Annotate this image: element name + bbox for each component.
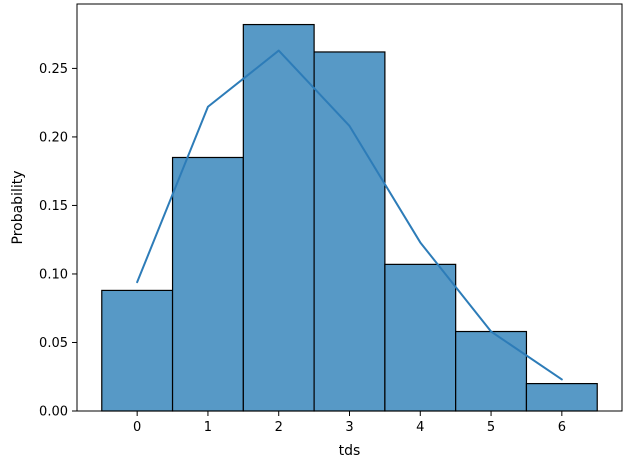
- x-tick-label: 2: [275, 420, 283, 435]
- y-tick-label: 0.05: [39, 336, 68, 351]
- bar-4: [384, 263, 457, 412]
- y-tick-label: 0.20: [39, 130, 68, 145]
- density-line: [136, 49, 563, 381]
- bar-6: [525, 382, 598, 412]
- bars-group: [101, 23, 598, 412]
- x-tick-label: 0: [133, 420, 141, 435]
- x-tick-label: 5: [487, 420, 495, 435]
- y-tick-label: 0.10: [39, 267, 68, 282]
- bar-0: [101, 289, 174, 412]
- x-tick-label: 1: [204, 420, 212, 435]
- y-axis-label: Probability: [10, 170, 26, 244]
- x-axis-ticks: 0 1 2 3 4 5 6: [133, 411, 566, 435]
- x-tick-label: 6: [558, 420, 566, 435]
- y-tick-label: 0.15: [39, 199, 68, 214]
- y-tick-label: 0.00: [39, 405, 68, 420]
- x-tick-label: 3: [345, 420, 353, 435]
- bar-3: [313, 51, 386, 412]
- bar-2: [242, 23, 315, 412]
- bar-5: [455, 330, 528, 412]
- bar-1: [171, 156, 244, 412]
- y-tick-label: 0.25: [39, 62, 68, 77]
- x-tick-label: 4: [416, 420, 424, 435]
- x-axis-label: tds: [339, 443, 361, 459]
- density-line-group: [136, 49, 563, 381]
- y-axis-ticks: 0.00 0.05 0.10 0.15 0.20 0.25: [39, 62, 77, 420]
